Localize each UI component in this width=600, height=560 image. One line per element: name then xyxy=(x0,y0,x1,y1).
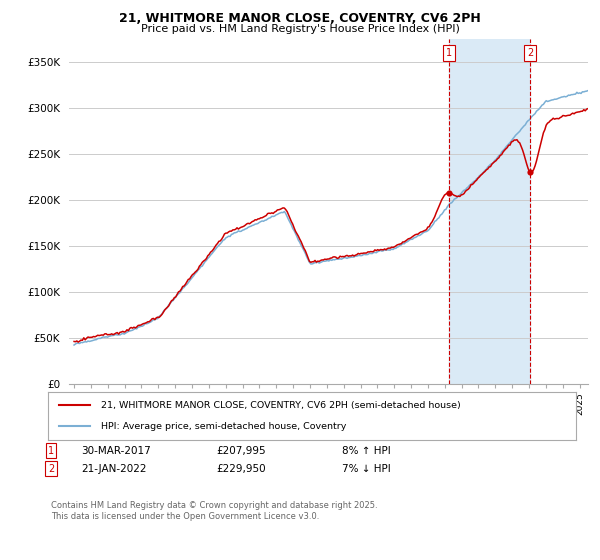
Text: 21, WHITMORE MANOR CLOSE, COVENTRY, CV6 2PH (semi-detached house): 21, WHITMORE MANOR CLOSE, COVENTRY, CV6 … xyxy=(101,401,461,410)
Text: £229,950: £229,950 xyxy=(216,464,266,474)
Text: £207,995: £207,995 xyxy=(216,446,266,456)
Text: Contains HM Land Registry data © Crown copyright and database right 2025.
This d: Contains HM Land Registry data © Crown c… xyxy=(51,501,377,521)
Bar xyxy=(449,39,530,384)
Text: 7% ↓ HPI: 7% ↓ HPI xyxy=(342,464,391,474)
Text: 30-MAR-2017: 30-MAR-2017 xyxy=(81,446,151,456)
Text: 8% ↑ HPI: 8% ↑ HPI xyxy=(342,446,391,456)
Text: 1: 1 xyxy=(446,48,452,58)
Point xyxy=(444,188,454,197)
Text: 2: 2 xyxy=(527,48,533,58)
Point xyxy=(526,168,535,177)
Text: 2: 2 xyxy=(48,464,54,474)
Text: 21-JAN-2022: 21-JAN-2022 xyxy=(81,464,146,474)
Text: Price paid vs. HM Land Registry's House Price Index (HPI): Price paid vs. HM Land Registry's House … xyxy=(140,24,460,34)
Text: 21, WHITMORE MANOR CLOSE, COVENTRY, CV6 2PH: 21, WHITMORE MANOR CLOSE, COVENTRY, CV6 … xyxy=(119,12,481,25)
Text: HPI: Average price, semi-detached house, Coventry: HPI: Average price, semi-detached house,… xyxy=(101,422,346,431)
Text: 1: 1 xyxy=(48,446,54,456)
